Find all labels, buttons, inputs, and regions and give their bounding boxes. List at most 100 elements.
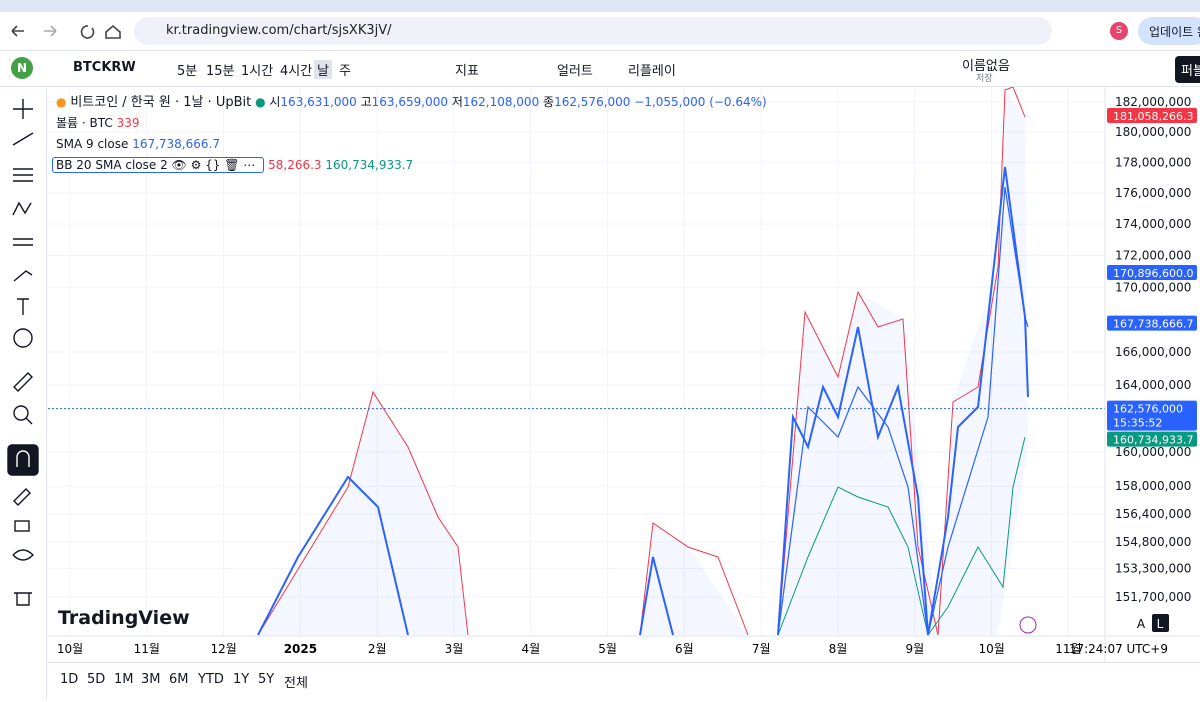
bb-fill (258, 90, 1028, 635)
bb-lower-value: 160,734,933.7 (325, 158, 414, 172)
grid (48, 87, 1105, 636)
volume-label: 볼륨 · BTC (56, 116, 113, 130)
range-button[interactable]: 5D (87, 672, 106, 687)
y-tick-label: 160,000,000 (1115, 445, 1191, 459)
url: kr.tradingview.com/chart/sjsXK3jV/ (166, 23, 392, 38)
range-button[interactable]: 전체 (284, 676, 308, 691)
y-tick-label: 174,000,000 (1115, 217, 1191, 231)
layout-name[interactable]: 이름없음 (962, 59, 1010, 74)
logo[interactable]: N (11, 57, 33, 79)
ohlc-value: 163,659,000 (371, 95, 448, 109)
price-label-bg (1107, 315, 1197, 331)
x-tick-label: 8월 (829, 642, 848, 656)
range-button[interactable]: 1D (60, 672, 79, 687)
tab-strip (0, 0, 1200, 12)
price-label: 167,738,666.7 (1113, 318, 1193, 331)
change: −1,055,000 (−0.64%) (634, 95, 767, 109)
y-tick-label: 166,000,000 (1115, 345, 1191, 359)
watermark: TradingView (58, 607, 190, 629)
y-tick-label: 154,800,000 (1115, 535, 1191, 549)
x-tick-label: 4월 (521, 642, 540, 656)
update-button[interactable]: 업데이트 완 (1138, 17, 1200, 45)
ohlc-value: 163,631,000 (280, 95, 357, 109)
ohlc-label: 종 (543, 95, 555, 109)
ohlc-value: 162,108,000 (462, 95, 540, 109)
volume-value: 339 (116, 116, 140, 130)
legend-bb: BB 20 SMA close 2 👁 ⚙ {} 🗑 ⋯ 58,266.3 16… (52, 157, 767, 178)
ohlc-label: 시 (269, 95, 281, 109)
range-button[interactable]: 5Y (258, 672, 275, 687)
interval[interactable]: 주 (339, 64, 351, 79)
price-label-bg (1107, 400, 1197, 431)
x-tick-label: 5월 (598, 642, 617, 656)
range-button[interactable]: 1M (114, 672, 134, 687)
drawing-tools (0, 87, 47, 699)
x-tick-label: 7월 (752, 642, 771, 656)
range-button[interactable]: 1Y (233, 672, 250, 687)
publish[interactable]: 퍼블 (1175, 56, 1200, 83)
x-tick-label: 12월 (210, 642, 236, 656)
y-tick-label: 164,000,000 (1115, 378, 1191, 392)
price-label-bg (1107, 107, 1197, 123)
x-tick-label: 6월 (675, 642, 694, 656)
address-bar: kr.tradingview.com/chart/sjsXK3jV/ S 업데이… (0, 12, 1200, 51)
price-path (257, 166, 1029, 636)
scale-button[interactable]: A (1137, 617, 1146, 631)
symbol[interactable]: BTCKRW (73, 60, 136, 75)
bottom-bar: 1D 5D 1M 3M 6M YTD 1Y 5Y 전체 (48, 662, 1200, 700)
range-button[interactable]: YTD (198, 672, 224, 687)
alerts[interactable]: 얼러트 (557, 64, 593, 79)
legend: ● 비트코인 / 한국 원 · 1날 · UpBit ● 시163,631,00… (52, 94, 767, 178)
nav-icons[interactable] (8, 20, 128, 42)
price-label: 181,058,266.3 (1113, 110, 1193, 123)
indicators[interactable]: 지표 (455, 64, 479, 79)
y-tick-label: 178,000,000 (1115, 155, 1191, 169)
bb-label: BB 20 SMA close 2 (56, 158, 168, 172)
interval[interactable]: 15분 (206, 64, 235, 79)
y-tick-label: 172,000,000 (1115, 248, 1191, 262)
price-label: 170,896,600.0 (1113, 267, 1193, 280)
interval[interactable]: 5분 (177, 64, 198, 79)
legend-sma: SMA 9 close 167,738,666.7 (56, 136, 767, 157)
countdown: 15:35:52 (1113, 417, 1162, 430)
legend-title: 비트코인 / 한국 원 · 1날 · UpBit (70, 95, 252, 110)
clock: 17:24:07 UTC+9 (1069, 642, 1168, 656)
event-icon[interactable] (1019, 616, 1037, 634)
x-tick-label: 10월 (978, 642, 1004, 656)
interval[interactable]: 1시간 (241, 64, 274, 79)
chart-area: TradingView A L 17:24:07 UTC+9 182,000,0… (48, 87, 1200, 662)
update-label: 업데이트 완 (1149, 25, 1200, 39)
scale-button[interactable]: L (1157, 617, 1164, 631)
interval-active[interactable]: 날 (314, 60, 332, 79)
x-tick-label: 11월 (134, 642, 160, 656)
legend-main: ● 비트코인 / 한국 원 · 1날 · UpBit ● 시163,631,00… (56, 95, 767, 110)
profile[interactable]: S (1110, 22, 1128, 40)
y-tick-label: 158,000,000 (1115, 479, 1191, 493)
save[interactable]: 저장 (976, 74, 993, 84)
ohlc-value: 162,576,000 (554, 95, 631, 109)
range-button[interactable]: 6M (169, 672, 189, 687)
range-button[interactable]: 3M (141, 672, 161, 687)
y-tick-label: 180,000,000 (1115, 125, 1191, 139)
x-tick-label: 10월 (57, 642, 83, 656)
replay[interactable]: 리플레이 (628, 64, 676, 79)
legend-volume: 볼륨 · BTC 339 (56, 115, 767, 136)
x-tick-label: 9월 (905, 642, 924, 656)
x-tick-label: 2025 (284, 642, 317, 656)
scale-button-bg[interactable] (1152, 614, 1169, 632)
interval[interactable]: 4시간 (280, 64, 313, 79)
bb-lower (777, 436, 1026, 636)
top-toolbar: N BTCKRW 5분 15분 1시간 4시간 날 주 지표 얼러트 리플레이 … (0, 51, 1200, 87)
x-tick-label: 3월 (445, 642, 464, 656)
price-pane (257, 87, 1029, 636)
tool-icons[interactable] (0, 87, 46, 699)
ohlc-label: 고 (360, 95, 372, 109)
bb-upper (257, 87, 1026, 636)
bb-label-box[interactable]: BB 20 SMA close 2 👁 ⚙ {} 🗑 ⋯ (52, 157, 265, 173)
price-label-bg (1107, 431, 1197, 447)
url-field[interactable]: kr.tradingview.com/chart/sjsXK3jV/ (134, 17, 1052, 45)
y-tick-label: 156,400,000 (1115, 507, 1191, 521)
y-tick-label: 151,700,000 (1115, 590, 1191, 604)
